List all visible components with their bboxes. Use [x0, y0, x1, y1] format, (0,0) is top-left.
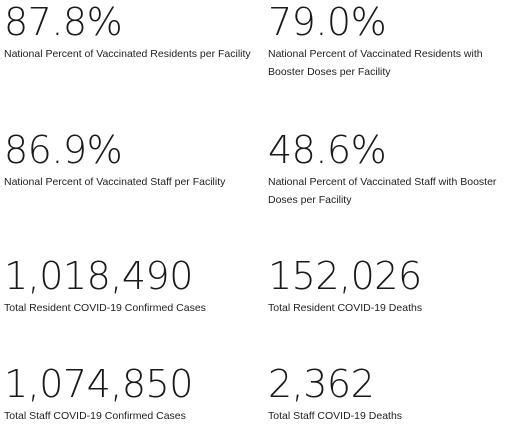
stat-staff-cases: 1,074,850 Total Staff COVID-19 Confirmed… — [4, 364, 254, 425]
stat-value: 1,018,490 — [4, 254, 193, 298]
stat-staff-vaccinated: 86.9% National Percent of Vaccinated Sta… — [4, 130, 254, 191]
stat-value: 79.0% — [268, 0, 387, 44]
stat-value: 2,362 — [268, 362, 375, 406]
stat-resident-deaths: 152,026 Total Resident COVID-19 Deaths — [268, 256, 518, 317]
stat-resident-cases: 1,018,490 Total Resident COVID-19 Confir… — [4, 256, 254, 317]
stat-value: 86.9% — [4, 128, 123, 172]
stat-label: Total Resident COVID-19 Deaths — [268, 302, 423, 314]
stat-staff-boosted: 48.6% National Percent of Vaccinated Sta… — [268, 130, 518, 209]
stat-label: Total Staff COVID-19 Deaths — [268, 410, 403, 422]
stat-label: National Percent of Vaccinated Residents… — [268, 48, 483, 78]
stat-value: 152,026 — [268, 254, 422, 298]
stat-label: National Percent of Vaccinated Staff wit… — [268, 176, 497, 206]
stat-label: Total Staff COVID-19 Confirmed Cases — [4, 410, 186, 422]
stat-value: 87.8% — [4, 0, 123, 44]
stat-staff-deaths: 2,362 Total Staff COVID-19 Deaths — [268, 364, 518, 425]
stat-label: National Percent of Vaccinated Staff per… — [4, 176, 226, 188]
stat-residents-boosted: 79.0% National Percent of Vaccinated Res… — [268, 2, 518, 81]
stat-value: 1,074,850 — [4, 362, 193, 406]
stat-value: 48.6% — [268, 128, 387, 172]
stat-residents-vaccinated: 87.8% National Percent of Vaccinated Res… — [4, 2, 254, 63]
stat-label: Total Resident COVID-19 Confirmed Cases — [4, 302, 206, 314]
stat-label: National Percent of Vaccinated Residents… — [4, 48, 251, 60]
